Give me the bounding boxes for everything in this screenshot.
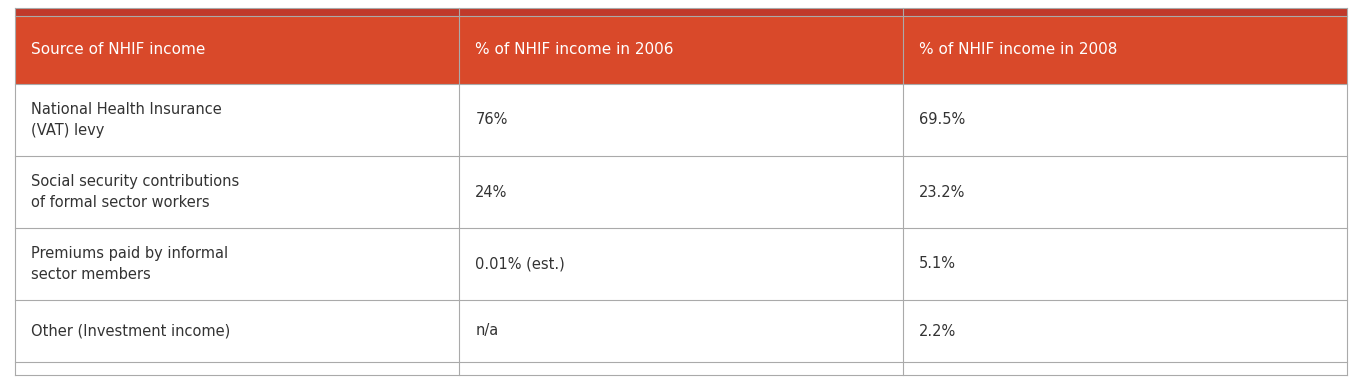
Bar xyxy=(15,156,1347,228)
Text: 0.01% (est.): 0.01% (est.) xyxy=(475,257,565,272)
Text: Source of NHIF income: Source of NHIF income xyxy=(31,43,206,57)
Text: 76%: 76% xyxy=(475,113,508,128)
Text: Other (Investment income): Other (Investment income) xyxy=(31,324,230,339)
Text: National Health Insurance
(VAT) levy: National Health Insurance (VAT) levy xyxy=(31,102,222,138)
Text: Premiums paid by informal
sector members: Premiums paid by informal sector members xyxy=(31,246,229,282)
Text: 23.2%: 23.2% xyxy=(919,185,966,200)
Text: 69.5%: 69.5% xyxy=(919,113,966,128)
Text: 2.2%: 2.2% xyxy=(919,324,956,339)
Text: % of NHIF income in 2006: % of NHIF income in 2006 xyxy=(475,43,674,57)
Bar xyxy=(15,84,1347,156)
Bar xyxy=(15,300,1347,362)
Text: Social security contributions
of formal sector workers: Social security contributions of formal … xyxy=(31,174,240,210)
Bar xyxy=(15,16,1347,84)
Bar xyxy=(15,8,1347,16)
Bar xyxy=(15,228,1347,300)
Text: n/a: n/a xyxy=(475,324,498,339)
Text: 24%: 24% xyxy=(475,185,508,200)
Text: % of NHIF income in 2008: % of NHIF income in 2008 xyxy=(919,43,1118,57)
Text: 5.1%: 5.1% xyxy=(919,257,956,272)
